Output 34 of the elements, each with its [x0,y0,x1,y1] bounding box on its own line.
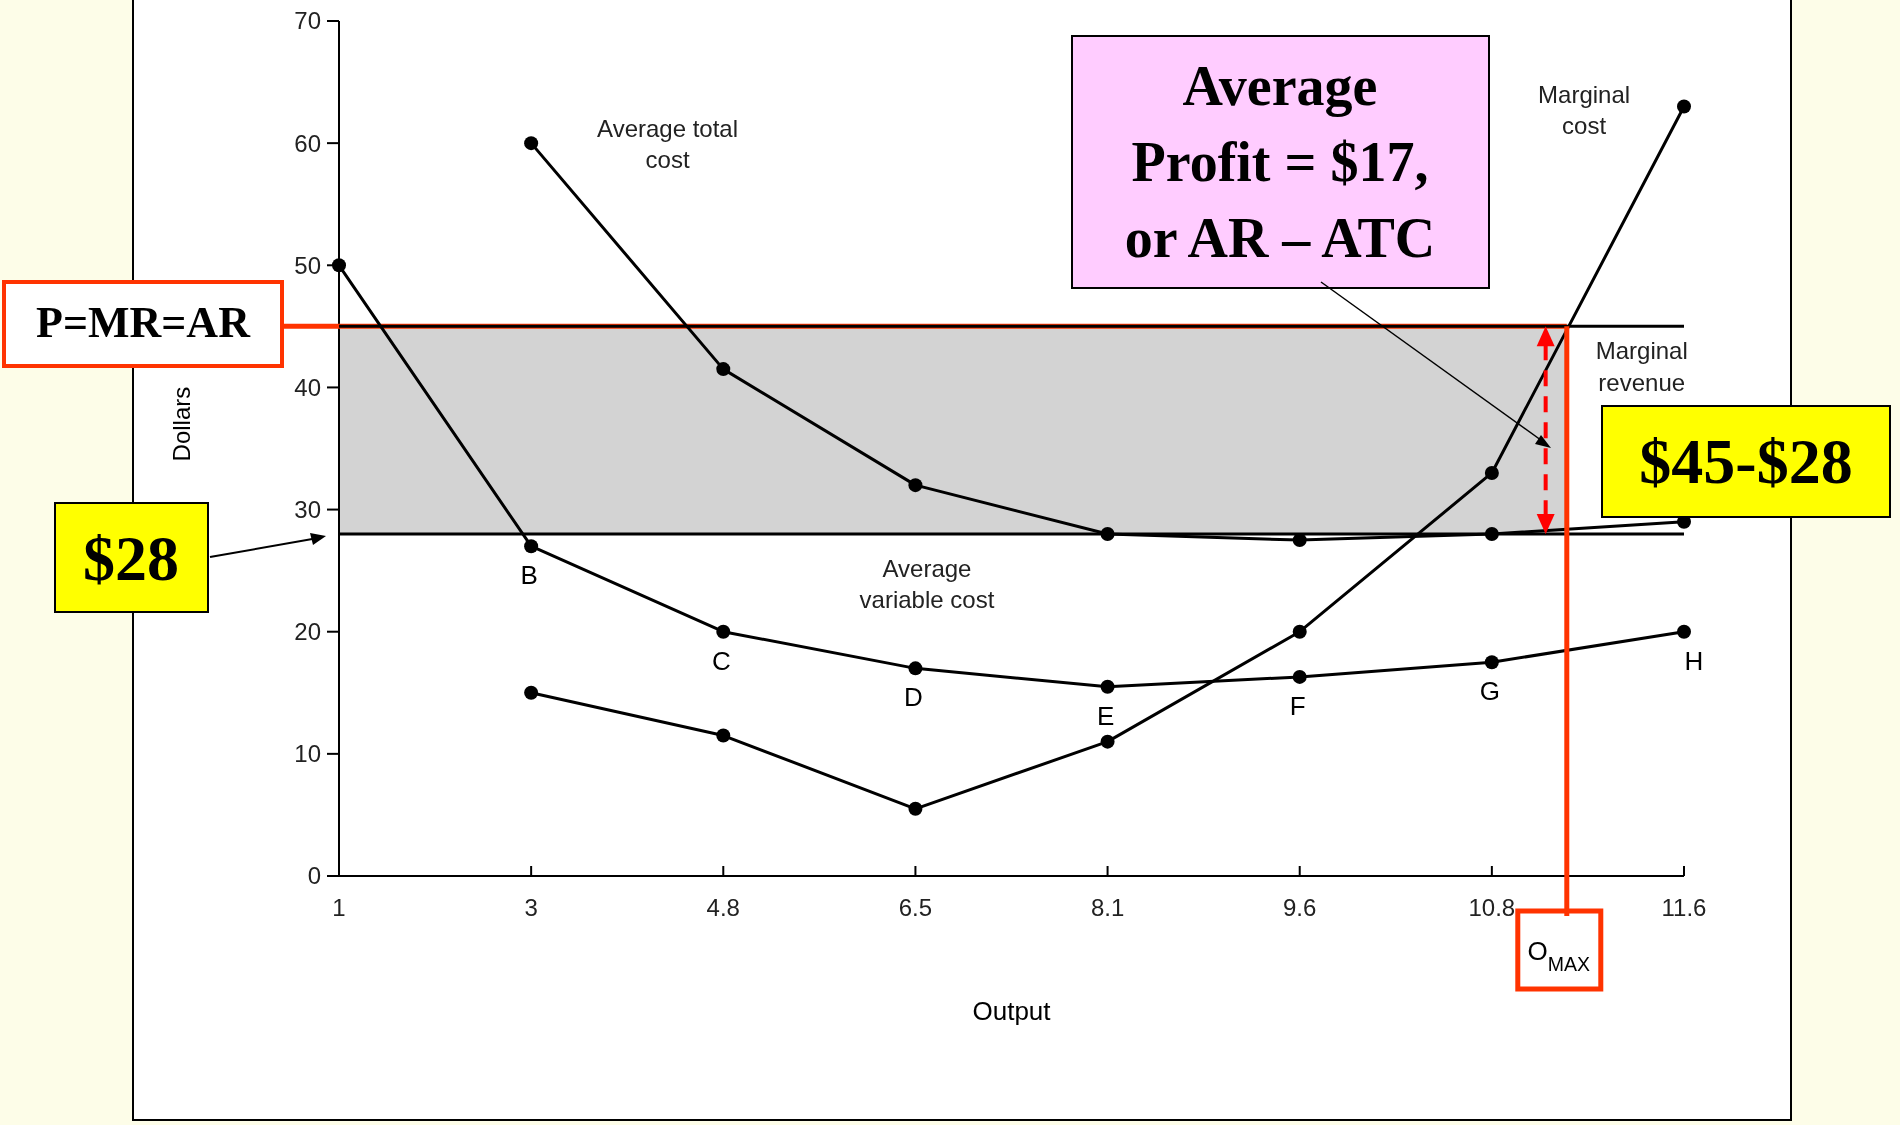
y-tick-label: 40 [294,373,321,401]
y-tick-label: 20 [294,618,321,646]
y-tick-label: 10 [294,740,321,768]
y-tick-label: 0 [307,862,321,890]
annotation: Average total cost [597,115,739,174]
annotation: Average Profit = $17, or AR – ATC [1124,55,1436,269]
data-label: E [1096,700,1115,731]
y-tick-label: 70 [294,7,321,35]
y-axis-title: Dollars [168,386,195,462]
y-tick-label: 50 [294,251,321,279]
ref-line-label: P=MR=AR [36,298,252,347]
x-tick-label: 11.6 [1661,894,1707,921]
x-tick-label: 10.8 [1468,894,1516,921]
x-axis-title: Output [972,996,1052,1026]
data-label: B [520,560,538,591]
data-label: H [1684,645,1704,676]
annotation: Average variable cost [859,554,995,613]
y-tick-label: 60 [294,129,321,157]
y-tick-label: 30 [294,495,321,523]
x-tick-label: 3 [524,894,538,921]
x-tick-label: 6.5 [898,894,933,921]
data-label: F [1289,690,1306,721]
x-tick-label: 1 [332,894,346,921]
data-label: C [711,645,731,676]
annotation: $45-$28 [1639,426,1853,497]
ref-line-label: $28 [83,523,179,594]
x-tick-label: 8.1 [1090,894,1125,921]
x-tick-label: 4.8 [706,894,740,921]
annotation: Marginal cost [1538,80,1631,140]
x-tick-label: 9.6 [1283,894,1317,921]
data-label: G [1479,676,1500,707]
text: O$_{MAX}$ [1527,936,1591,975]
data-label: D [904,682,923,713]
series-label: Marginal revenue [1595,337,1688,396]
